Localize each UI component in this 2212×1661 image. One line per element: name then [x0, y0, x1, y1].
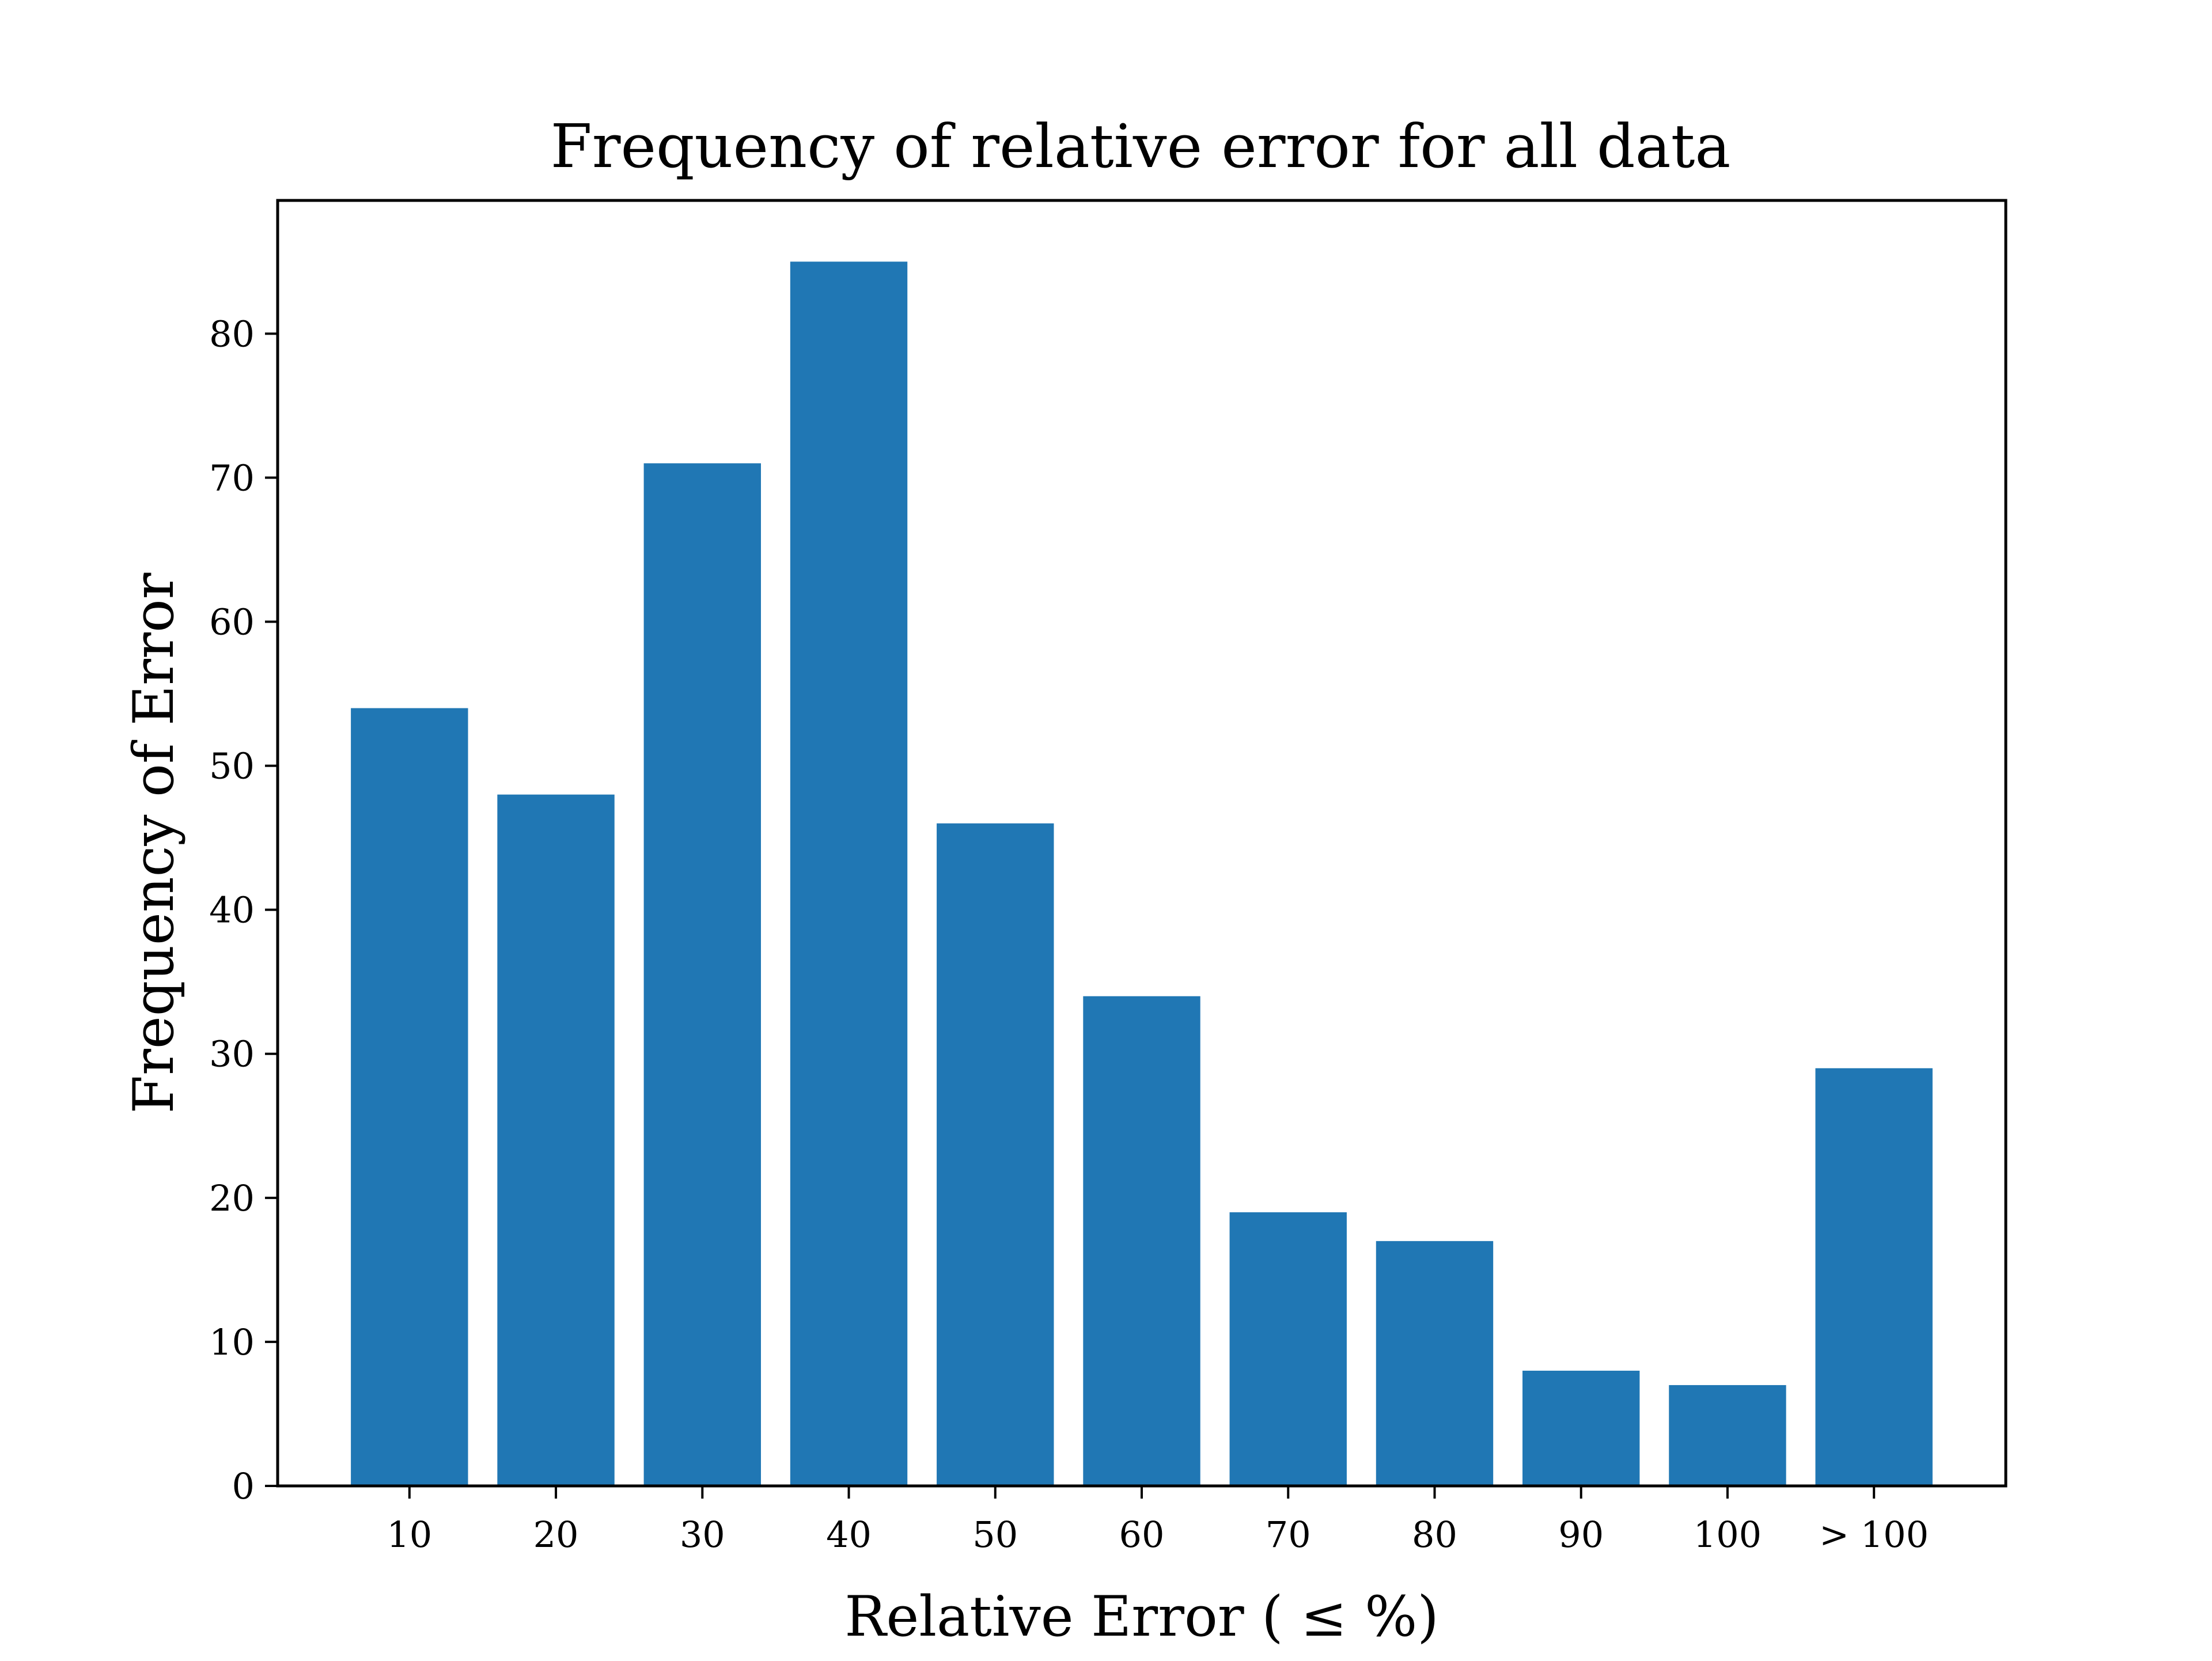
- y-tick-label: 70: [209, 457, 255, 499]
- x-tick-label: 30: [680, 1514, 725, 1556]
- y-tick-label: 40: [209, 889, 255, 931]
- bars-layer: [351, 261, 1933, 1486]
- bar-100: [1669, 1385, 1786, 1486]
- x-tick-label: > 100: [1819, 1514, 1929, 1556]
- bar-100: [1815, 1068, 1933, 1486]
- bar-30: [643, 463, 761, 1486]
- y-tick-label: 80: [209, 313, 255, 355]
- x-tick-label: 70: [1266, 1514, 1311, 1556]
- x-tick-label: 20: [533, 1514, 579, 1556]
- bar-80: [1376, 1241, 1494, 1486]
- bar-90: [1522, 1370, 1640, 1486]
- x-tick-label: 80: [1412, 1514, 1457, 1556]
- y-tick-label: 20: [209, 1177, 255, 1219]
- y-tick-label: 0: [232, 1465, 255, 1507]
- y-tick-label: 60: [209, 601, 255, 643]
- bar-20: [497, 794, 615, 1486]
- x-tick-label: 90: [1558, 1514, 1604, 1556]
- bar-10: [351, 708, 468, 1486]
- x-tick-label: 10: [387, 1514, 432, 1556]
- bar-70: [1229, 1212, 1347, 1486]
- y-tick-label: 10: [209, 1321, 255, 1363]
- y-tick-label: 30: [209, 1033, 255, 1075]
- plot-frame: [276, 199, 2008, 1488]
- bar-60: [1083, 996, 1200, 1486]
- y-axis-label: Frequency of Error: [122, 572, 186, 1113]
- bar-40: [790, 261, 908, 1486]
- chart-title: Frequency of relative error for all data: [551, 111, 1731, 181]
- x-axis-ticks: 10 20 30 40 50 60 70 80 90 100 > 100: [387, 1486, 1929, 1556]
- x-tick-label: 50: [972, 1514, 1018, 1556]
- x-tick-label: 60: [1119, 1514, 1165, 1556]
- y-axis-ticks: 0 10 20 30 40 50 60 70 80: [209, 313, 278, 1507]
- x-tick-label: 100: [1694, 1514, 1762, 1556]
- bar-50: [937, 823, 1054, 1486]
- x-tick-label: 40: [826, 1514, 872, 1556]
- y-tick-label: 50: [209, 745, 255, 787]
- x-axis-label: Relative Error ( ≤ %): [844, 1584, 1439, 1649]
